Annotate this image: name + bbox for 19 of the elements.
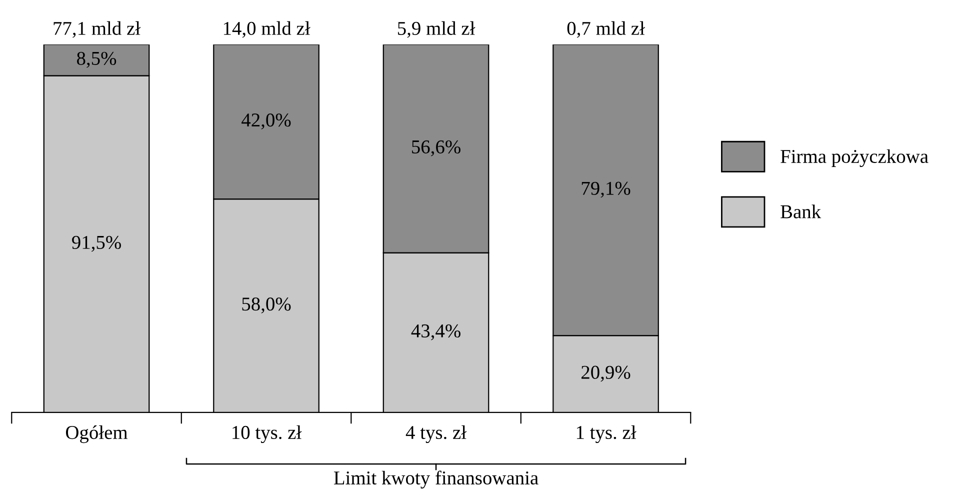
x-tick-label: 1 tys. zł: [576, 425, 636, 444]
x-tick-label: 10 tys. zł: [232, 425, 302, 444]
data-label: 20,9%: [582, 366, 630, 382]
data-label: 8,5%: [77, 52, 116, 68]
x-tick-label: Ogółem: [66, 425, 128, 444]
annotation: 14,0 mld zł: [224, 21, 310, 38]
legend-label: Bank: [780, 204, 822, 218]
x-tick-label: 4 tys. zł: [406, 425, 466, 444]
text: Limit kwoty finansowania: [334, 470, 538, 489]
data-label: 58,0%: [242, 298, 291, 314]
annotation: 5,9 mld zł: [398, 21, 476, 38]
annotation: 77,1 mld zł: [54, 21, 140, 38]
data-label: 56,6%: [412, 140, 460, 156]
data-label: 42,0%: [242, 113, 291, 130]
data-label: 43,4%: [411, 324, 460, 340]
annotation: 0,7 mld zł: [567, 21, 645, 38]
data-label: 91,5%: [72, 236, 121, 252]
legend-label: Firma pożyczkowa: [780, 149, 928, 168]
data-label: 79,1%: [582, 182, 630, 198]
